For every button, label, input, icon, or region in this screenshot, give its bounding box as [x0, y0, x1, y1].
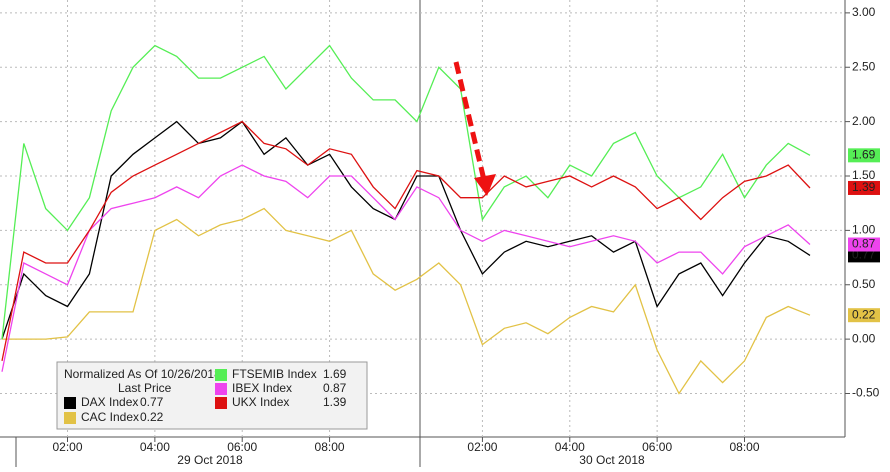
- x-tick-label: 08:00: [315, 440, 345, 454]
- legend-swatch: [215, 397, 227, 409]
- last-value-box: [848, 237, 880, 252]
- date-label: 30 Oct 2018: [579, 453, 645, 467]
- date-label: 29 Oct 2018: [177, 453, 243, 467]
- legend-swatch: [64, 397, 76, 409]
- last-value-box: [848, 248, 880, 263]
- legend-label: DAX Index: [81, 395, 138, 409]
- last-value-label: 0.22: [852, 307, 876, 321]
- series-line: [1, 44, 811, 340]
- last-value-box: [848, 180, 880, 195]
- series-line: [1, 120, 811, 362]
- series-line: [2, 207, 811, 395]
- x-tick-label: 08:00: [729, 440, 759, 454]
- legend-swatch: [215, 369, 227, 381]
- legend-subtitle: Last Price: [118, 381, 172, 395]
- legend-value: 1.39: [323, 395, 347, 409]
- y-tick-label: 1.50: [852, 168, 876, 182]
- legend-label: CAC Index: [81, 410, 139, 424]
- y-tick-label: 2.50: [852, 59, 876, 73]
- annotation-arrow: [453, 61, 496, 196]
- x-tick-label: 06:00: [642, 440, 672, 454]
- legend-label: IBEX Index: [232, 381, 292, 395]
- series-line: [1, 120, 811, 340]
- x-tick-label: 02:00: [467, 440, 497, 454]
- y-tick-label: 0.00: [852, 331, 876, 345]
- last-value-label: 1.69: [852, 148, 876, 162]
- legend-box: [56, 361, 368, 430]
- arrow-shaft: [453, 61, 487, 181]
- last-value-box: [848, 148, 880, 163]
- legend: Normalized As Of 10/26/2018 Last Price D…: [56, 361, 368, 430]
- y-tick-label: 1.00: [852, 223, 876, 237]
- x-tick-label: 02:00: [52, 440, 82, 454]
- legend-swatch: [64, 412, 76, 424]
- legend-value: 1.69: [323, 367, 347, 381]
- y-tick-label: -0.50: [852, 386, 880, 400]
- last-value-box: [848, 308, 880, 323]
- legend-value: 0.22: [140, 410, 164, 424]
- legend-label: UKX Index: [232, 395, 289, 409]
- last-value-label: 1.39: [852, 180, 876, 194]
- plot-area: [0, 0, 845, 437]
- x-tick-label: 04:00: [140, 440, 170, 454]
- legend-value: 0.87: [323, 381, 347, 395]
- series-line: [1, 164, 811, 372]
- arrow-head: [474, 174, 496, 196]
- x-tick-label: 04:00: [555, 440, 585, 454]
- legend-value: 0.77: [140, 395, 164, 409]
- y-tick-label: 3.00: [852, 5, 876, 19]
- y-tick-label: 2.00: [852, 114, 876, 128]
- legend-swatch: [215, 383, 227, 395]
- x-tick-label: 06:00: [227, 440, 257, 454]
- legend-title: Normalized As Of 10/26/2018: [64, 367, 221, 381]
- last-value-label: 0.87: [852, 237, 876, 251]
- legend-label: FTSEMIB Index: [232, 367, 317, 381]
- y-tick-label: 0.50: [852, 277, 876, 291]
